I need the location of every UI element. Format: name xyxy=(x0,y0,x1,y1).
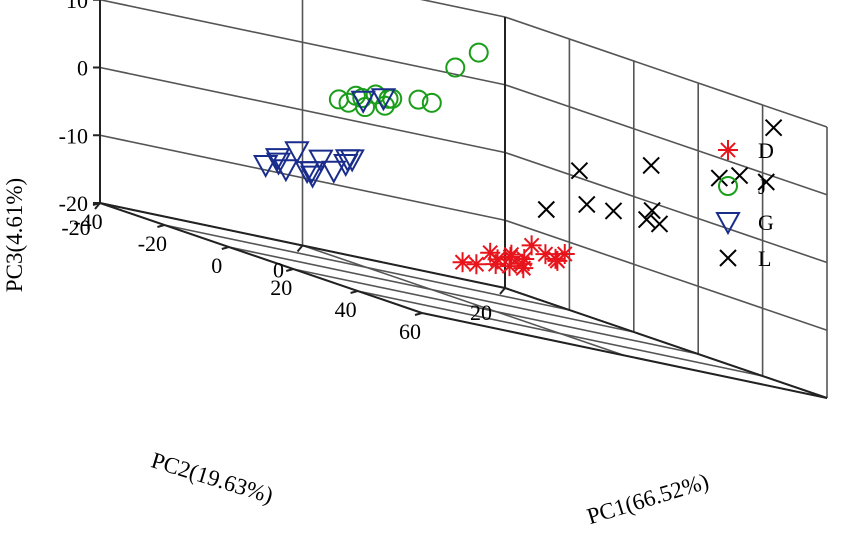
y-tick-mark xyxy=(499,287,506,295)
y-axis-line xyxy=(421,312,828,399)
axis-frame xyxy=(99,0,828,399)
x-tick-mark xyxy=(157,224,165,228)
data-point xyxy=(308,149,334,173)
grid-line xyxy=(99,66,506,154)
x-axis-line xyxy=(99,202,423,314)
legend-label-D: D xyxy=(758,138,774,163)
data-point xyxy=(264,148,291,172)
z-tick-label: 0 xyxy=(77,56,88,81)
data-point xyxy=(408,89,429,110)
data-point xyxy=(642,156,660,175)
data-point xyxy=(466,254,487,275)
data-point xyxy=(321,160,347,184)
data-point xyxy=(643,201,661,220)
grid-line xyxy=(504,219,828,332)
data-point xyxy=(265,152,292,176)
series-J xyxy=(328,42,489,118)
legend-label-J: J xyxy=(758,174,767,199)
z-tick-label: -10 xyxy=(59,123,88,148)
x-tick-label: 60 xyxy=(399,319,421,344)
grid-line xyxy=(99,0,506,86)
data-point xyxy=(512,253,533,274)
y-tick-label: 20 xyxy=(470,300,492,325)
grid-line xyxy=(504,16,828,128)
data-point xyxy=(637,210,656,229)
data-point xyxy=(764,118,783,137)
data-point xyxy=(252,154,279,179)
grid-layer xyxy=(99,0,828,399)
data-point xyxy=(370,88,397,112)
x-tick-label: 0 xyxy=(211,253,222,278)
data-point xyxy=(339,149,365,173)
legend-label-G: G xyxy=(758,210,774,235)
y-axis-label: PC2(19.63%) xyxy=(148,447,276,508)
data-point xyxy=(521,235,542,256)
legend-marker-J xyxy=(718,176,738,196)
data-point xyxy=(355,97,376,118)
series-L xyxy=(537,118,783,233)
z-axis-label: PC3(4.61%) xyxy=(2,178,27,292)
legend-marker-D xyxy=(718,140,738,160)
data-point xyxy=(350,90,376,114)
data-point xyxy=(452,252,473,273)
y-tick-label: -20 xyxy=(61,215,90,240)
data-point xyxy=(578,195,596,214)
data-point xyxy=(333,153,359,178)
data-point xyxy=(273,159,299,183)
data-points xyxy=(252,42,783,279)
z-tick-label: 10 xyxy=(66,0,88,13)
grid-line xyxy=(504,151,828,264)
legend-marker-G xyxy=(715,212,741,236)
x-axis-label: PC1(66.52%) xyxy=(584,468,712,529)
x-tick-label: 40 xyxy=(335,297,357,322)
data-point xyxy=(604,202,623,220)
data-point xyxy=(445,57,466,78)
data-point xyxy=(757,173,775,191)
y-tick-mark xyxy=(296,244,304,253)
data-point xyxy=(299,165,326,189)
data-point xyxy=(537,200,555,219)
data-point xyxy=(421,92,442,113)
data-point xyxy=(710,169,729,187)
data-point xyxy=(730,166,749,185)
x-tick-mark xyxy=(285,268,294,272)
data-point xyxy=(328,89,349,110)
data-point xyxy=(501,244,522,265)
legend-label-L: L xyxy=(758,246,771,271)
x-tick-mark xyxy=(221,246,230,250)
y-tick-label: 0 xyxy=(273,258,284,283)
x-tick-label: 20 xyxy=(270,275,292,300)
grid-line xyxy=(302,244,625,357)
grid-line xyxy=(99,134,506,222)
series-G xyxy=(252,88,397,189)
data-point xyxy=(570,162,589,180)
data-point xyxy=(284,141,310,165)
data-point xyxy=(374,95,395,116)
data-point xyxy=(468,42,489,63)
data-point xyxy=(485,254,506,275)
data-point xyxy=(650,215,669,233)
legend-marker-L xyxy=(719,249,737,267)
series-D xyxy=(452,235,575,279)
x-tick-label: -40 xyxy=(73,209,102,234)
data-point xyxy=(545,248,566,269)
data-point xyxy=(298,161,325,185)
grid-line xyxy=(420,0,506,18)
frame-edge xyxy=(504,287,828,399)
grid-line xyxy=(504,83,828,196)
z-tick-label: -20 xyxy=(59,191,88,216)
x-tick-label: -20 xyxy=(138,231,167,256)
x-tick-mark xyxy=(414,312,423,316)
x-tick-mark xyxy=(350,290,358,294)
